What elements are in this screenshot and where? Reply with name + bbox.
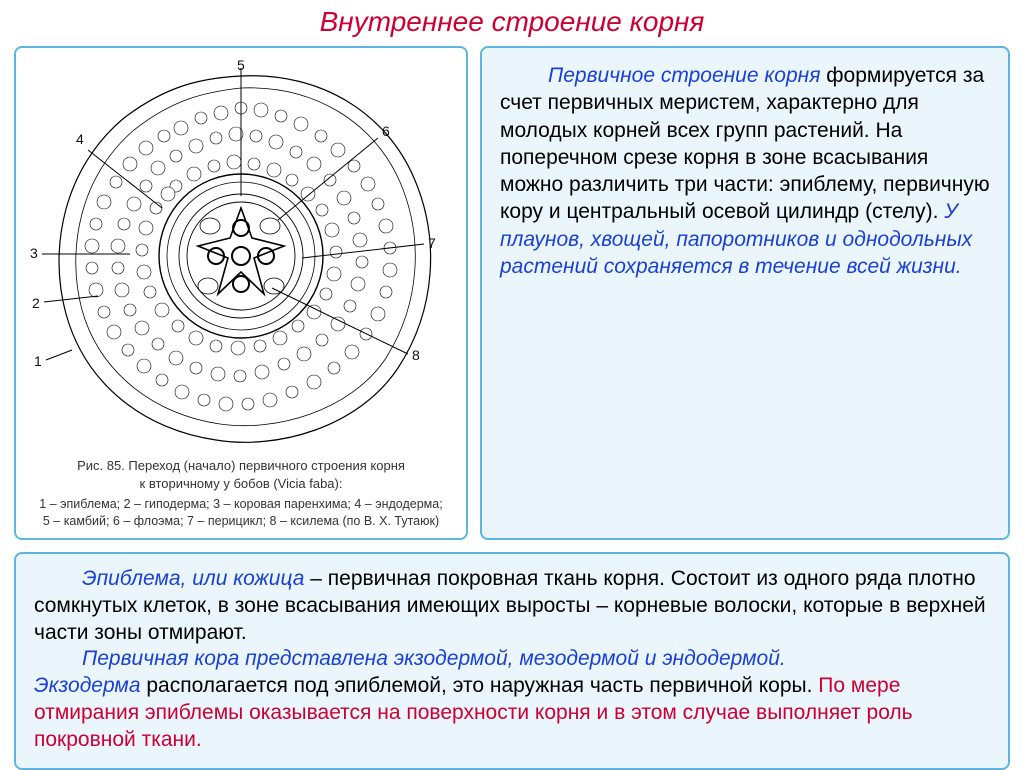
figure-caption: Рис. 85. Переход (начало) первичного стр… (77, 457, 405, 492)
root-cross-section-diagram: 1 2 3 4 5 6 7 8 (26, 58, 456, 453)
figure-caption-line2: к вторичному у бобов (Vicia faba): (77, 475, 405, 493)
lower-p3-term: Экзодерма (34, 674, 141, 697)
title-bar: Внутреннее строение корня (0, 0, 1024, 46)
right-text-box: Первичное строение корня формируется за … (480, 46, 1010, 540)
fig-label-8: 8 (412, 347, 420, 363)
lower-p1: Эпиблема, или кожица – первичная покровн… (34, 566, 990, 647)
lower-p2-line: Первичная кора представлена экзодермой, … (82, 647, 786, 670)
figure-legend: 1 – эпиблема; 2 – гиподерма; 3 – коровая… (39, 496, 442, 530)
lower-p2: Первичная кора представлена экзодермой, … (34, 646, 990, 673)
right-body: формируется за счет первичных меристем, … (500, 64, 990, 223)
figure-caption-line1: Рис. 85. Переход (начало) первичного стр… (77, 457, 405, 475)
fig-label-5: 5 (237, 58, 245, 73)
lower-p1-term: Эпиблема, или кожица (82, 567, 304, 590)
figure-legend-line1: 1 – эпиблема; 2 – гиподерма; 3 – коровая… (39, 497, 442, 511)
fig-label-1: 1 (34, 353, 42, 369)
figure-box: 1 2 3 4 5 6 7 8 Рис. 85. Переход (начало… (14, 46, 468, 540)
fig-label-3: 3 (30, 245, 38, 261)
right-paragraph: Первичное строение корня формируется за … (500, 62, 990, 280)
upper-row: 1 2 3 4 5 6 7 8 Рис. 85. Переход (начало… (0, 46, 1024, 540)
lower-p3: Экзодерма располагается под эпиблемой, э… (34, 673, 990, 754)
fig-label-6: 6 (382, 123, 390, 139)
fig-label-2: 2 (32, 295, 40, 311)
fig-label-7: 7 (428, 235, 436, 251)
lower-p3-black: располагается под эпиблемой, это наружна… (141, 674, 819, 697)
fig-label-4: 4 (76, 131, 84, 147)
figure-legend-line2: 5 – камбий; 6 – флоэма; 7 – перицикл; 8 … (43, 514, 439, 528)
page-title: Внутреннее строение корня (0, 6, 1024, 38)
right-lead: Первичное строение корня (548, 64, 820, 87)
lower-text-box: Эпиблема, или кожица – первичная покровн… (14, 552, 1010, 770)
